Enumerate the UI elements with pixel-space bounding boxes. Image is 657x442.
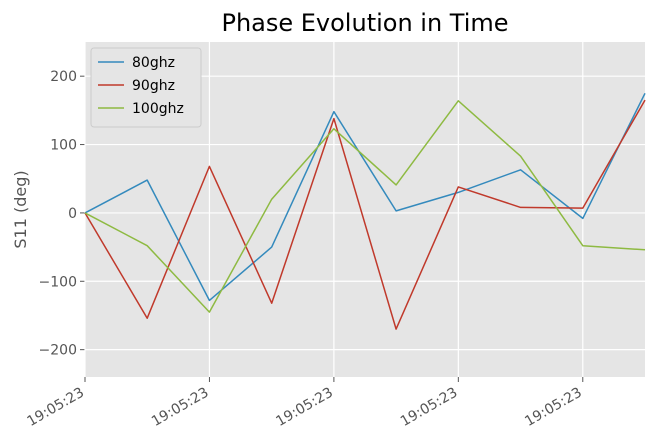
x-tick-label: 19:05:23: [522, 385, 584, 430]
y-tick-label: −100: [39, 274, 77, 290]
x-tick-label: 19:05:23: [25, 385, 87, 430]
y-tick-label: 100: [50, 138, 77, 154]
y-tick-label: −200: [39, 343, 77, 359]
series-line-80ghz: [84, 92, 646, 302]
y-tick-label: 0: [68, 206, 77, 222]
x-tick-labels: 19:05:23 19:05:23 19:05:23 19:05:23 19:05:23: [25, 385, 585, 430]
y-axis-label: S11 (deg): [11, 170, 30, 248]
legend-label-100ghz: 100ghz: [132, 101, 184, 117]
y-tick-labels: −200 −100 0 100 200: [39, 69, 77, 358]
x-tick-label: 19:05:23: [149, 385, 211, 430]
legend: 80ghz 90ghz 100ghz: [90, 47, 202, 128]
legend-label-80ghz: 80ghz: [132, 55, 175, 71]
series-line-90ghz: [84, 99, 646, 330]
x-tick-label: 19:05:23: [273, 385, 335, 430]
chart-title: Phase Evolution in Time: [221, 9, 508, 37]
legend-label-90ghz: 90ghz: [132, 78, 175, 94]
series-line-100ghz: [84, 100, 646, 313]
x-tick-label: 19:05:23: [398, 385, 460, 430]
y-tick-label: 200: [50, 69, 77, 85]
series-lines: [84, 92, 646, 330]
